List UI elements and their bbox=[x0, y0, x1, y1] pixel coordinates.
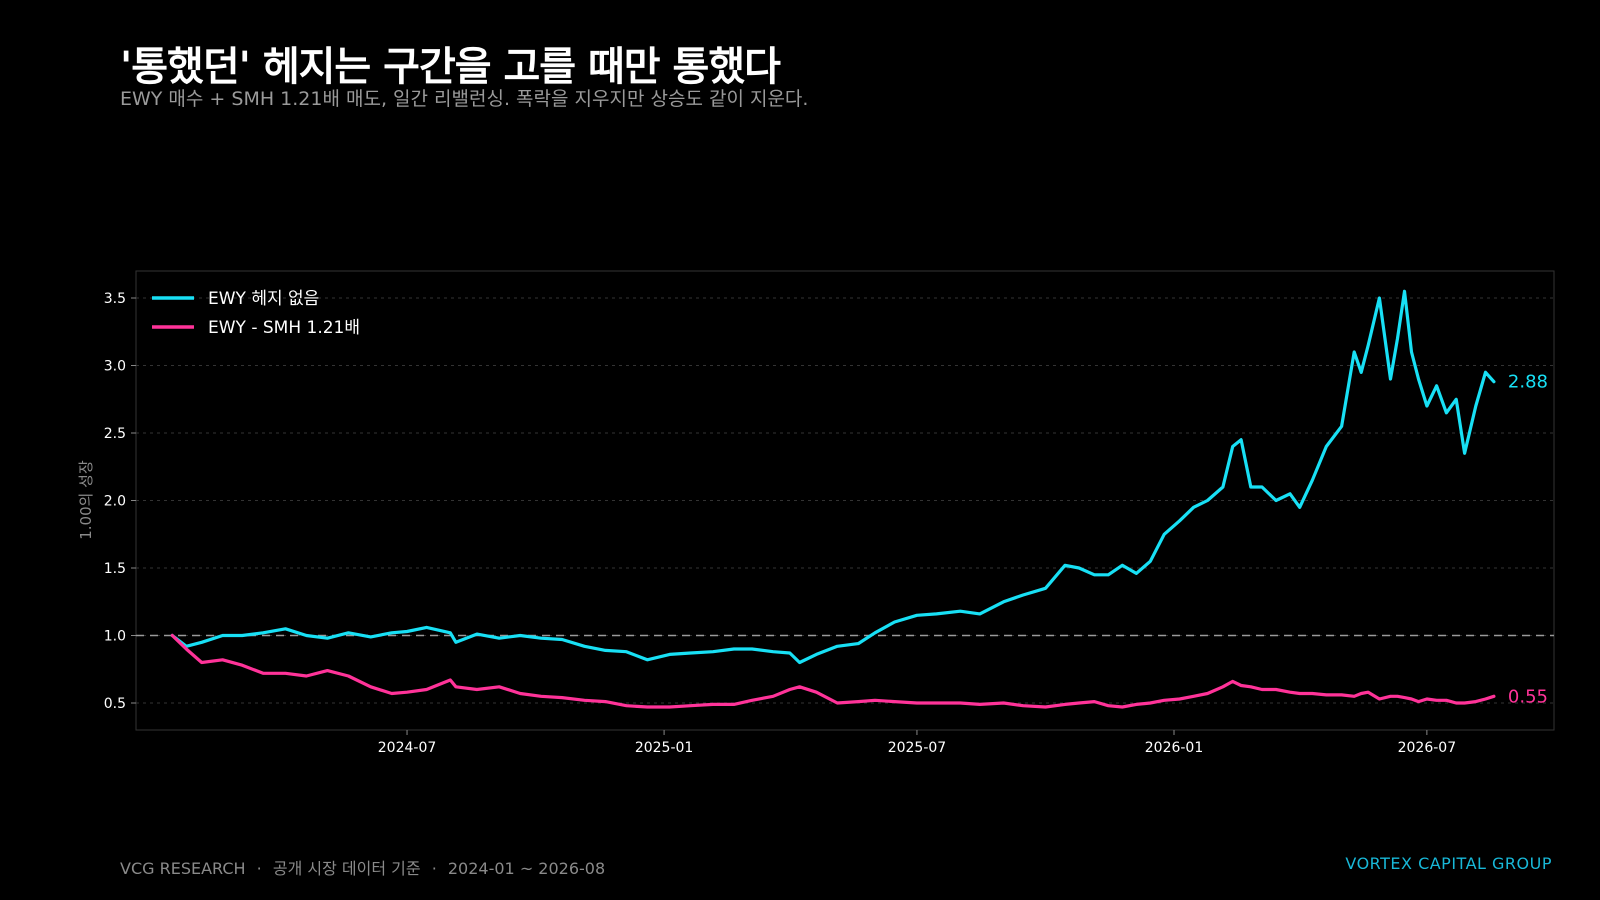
y-axis-ticks: 0.5 1.0 1.5 2.0 2.5 3.0 3.5 bbox=[104, 291, 136, 712]
x-tick-label: 2026-07 bbox=[1398, 740, 1457, 756]
page-title: '통했던' 헤지는 구간을 고를 때만 통했다 bbox=[120, 44, 781, 90]
y-tick-label: 1.5 bbox=[104, 561, 126, 577]
x-tick-label: 2025-07 bbox=[888, 740, 947, 756]
footer-separator: · bbox=[431, 859, 437, 878]
footer-source-name: VCG RESEARCH bbox=[120, 859, 246, 878]
legend-label: EWY 헤지 없음 bbox=[208, 289, 319, 309]
x-tick-label: 2024-07 bbox=[378, 740, 437, 756]
grid-lines bbox=[136, 297, 1554, 704]
y-tick-label: 3.0 bbox=[104, 359, 126, 375]
series-lines: 2.88 0.55 bbox=[170, 289, 1548, 709]
x-axis-ticks: 2024-07 2025-01 2025-07 2026-01 2026-07 bbox=[378, 730, 1456, 756]
brand-name: VORTEX CAPITAL GROUP bbox=[1345, 854, 1552, 873]
x-tick-label: 2025-01 bbox=[635, 740, 694, 756]
y-tick-label: 2.5 bbox=[104, 426, 126, 442]
footer-source: VCG RESEARCH · 공개 시장 데이터 기준 · 2024-01 ~ … bbox=[120, 855, 611, 879]
footer-basis: 공개 시장 데이터 기준 bbox=[272, 859, 421, 878]
legend: EWY 헤지 없음 EWY - SMH 1.21배 bbox=[152, 289, 360, 338]
series-line-0 bbox=[170, 289, 1496, 665]
legend-label: EWY - SMH 1.21배 bbox=[208, 318, 360, 338]
y-axis-label: 1.00의 성장 bbox=[77, 460, 95, 540]
footer-period: 2024-01 ~ 2026-08 bbox=[447, 859, 606, 878]
page-subtitle: EWY 매수 + SMH 1.21배 매도, 일간 리밸런싱. 폭락을 지우지만… bbox=[120, 88, 809, 110]
footer-separator: · bbox=[256, 859, 262, 878]
x-tick-label: 2026-01 bbox=[1145, 740, 1204, 756]
y-tick-label: 1.0 bbox=[104, 629, 126, 645]
y-tick-label: 3.5 bbox=[104, 291, 126, 307]
y-tick-label: 0.5 bbox=[104, 696, 126, 712]
series-end-label-1: 0.55 bbox=[1508, 686, 1548, 707]
series-line-1 bbox=[170, 633, 1496, 709]
series-end-label-0: 2.88 bbox=[1508, 372, 1548, 393]
y-tick-label: 2.0 bbox=[104, 494, 126, 510]
